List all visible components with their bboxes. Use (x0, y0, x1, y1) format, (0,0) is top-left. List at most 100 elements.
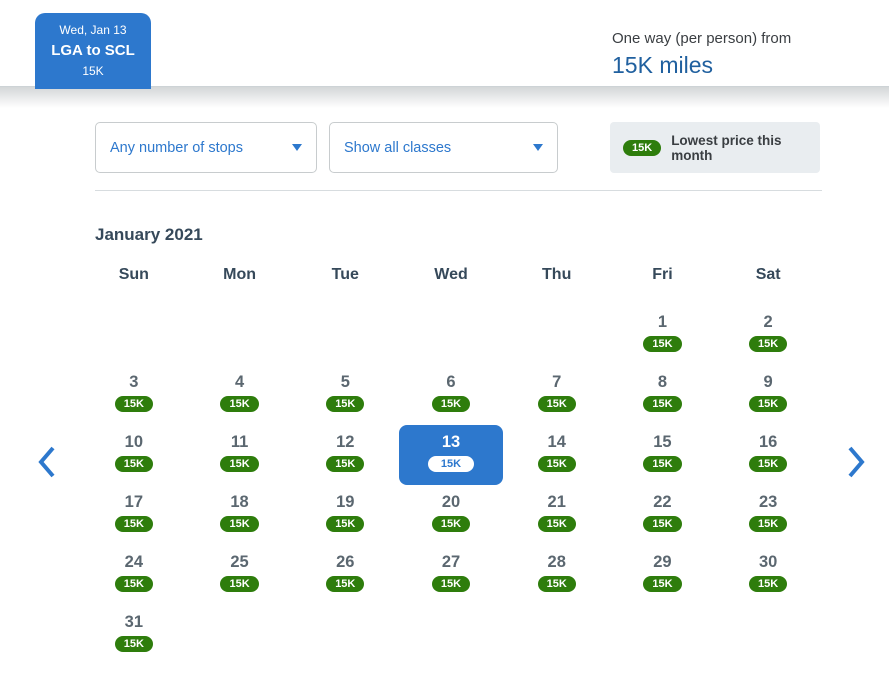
calendar-day-cell[interactable]: 30 15K (715, 544, 821, 604)
calendar-day-cell[interactable]: 17 15K (81, 484, 187, 544)
calendar-day-cell[interactable]: 24 15K (81, 544, 187, 604)
price-badge: 15K (220, 455, 259, 472)
price-badge: 15K (326, 395, 365, 412)
weekday-header: Tue (331, 266, 359, 283)
day-number: 24 (124, 553, 144, 571)
calendar-week-row: 17 15K 18 15K 19 15K 20 15K 21 15K 22 15K 23 15K (81, 484, 821, 544)
stops-dropdown[interactable]: Any number of stops (95, 122, 317, 173)
calendar-day-cell[interactable]: 4 15K (187, 364, 293, 424)
weekday-header: Fri (652, 266, 673, 283)
empty-day-cell (398, 604, 504, 664)
weekday-header: Thu (542, 266, 572, 283)
day-number: 27 (441, 553, 461, 571)
calendar-day-cell[interactable]: 20 15K (398, 484, 504, 544)
stops-dropdown-value: Any number of stops (110, 139, 243, 156)
calendar-day-cell[interactable]: 26 15K (292, 544, 398, 604)
calendar-day-cell[interactable]: 25 15K (187, 544, 293, 604)
price-badge: 15K (643, 515, 682, 532)
day-number: 11 (230, 433, 249, 451)
day-number: 25 (230, 553, 249, 571)
price-badge: 15K (537, 455, 576, 472)
chevron-right-icon (848, 446, 865, 478)
calendar-week-row: 24 15K 25 15K 26 15K 27 15K 28 15K 29 15K 30 15K (81, 544, 821, 604)
trip-card-route: LGA to SCL (51, 42, 135, 59)
next-month-button[interactable] (836, 438, 876, 486)
weekday-header: Sat (755, 266, 781, 283)
calendar-day-cell[interactable]: 15 15K (610, 424, 716, 484)
price-badge: 15K (749, 575, 788, 592)
day-number: 31 (124, 613, 144, 631)
price-badge: 15K (326, 455, 365, 472)
calendar-day-cell[interactable]: 11 15K (187, 424, 293, 484)
price-summary-value: 15K miles (612, 52, 713, 78)
calendar-day-cell[interactable]: 3 15K (81, 364, 187, 424)
calendar-day-cell[interactable]: 6 15K (398, 364, 504, 424)
day-number: 22 (653, 493, 672, 511)
calendar-day-cell[interactable]: 14 15K (504, 424, 610, 484)
weekday-header: Wed (434, 266, 468, 283)
calendar-day-cell[interactable]: 18 15K (187, 484, 293, 544)
price-badge: 15K (326, 515, 365, 532)
price-badge: 15K (326, 575, 365, 592)
price-badge: 15K (431, 575, 471, 592)
calendar-day-cell-selected[interactable]: 13 15K (399, 425, 503, 485)
header-divider-shadow (0, 86, 889, 108)
calendar-day-cell[interactable]: 5 15K (292, 364, 398, 424)
empty-day-cell (187, 304, 293, 364)
price-summary: One way (per person) from 15K miles (612, 30, 791, 79)
empty-day-cell (504, 304, 610, 364)
price-badge: 15K (749, 395, 788, 412)
price-badge: 15K (537, 515, 576, 532)
calendar-day-cell[interactable]: 22 15K (610, 484, 716, 544)
day-number: 13 (441, 433, 461, 451)
price-summary-label: One way (per person) from (612, 30, 792, 47)
price-badge: 15K (114, 455, 153, 472)
calendar-day-cell[interactable]: 9 15K (715, 364, 821, 424)
calendar-day-cell[interactable]: 21 15K (504, 484, 610, 544)
calendar-day-cell[interactable]: 12 15K (292, 424, 398, 484)
price-badge: 15K (220, 515, 259, 532)
section-divider (95, 190, 822, 191)
day-number: 12 (336, 433, 355, 451)
classes-dropdown[interactable]: Show all classes (329, 122, 558, 173)
empty-day-cell (187, 604, 293, 664)
price-badge: 15K (643, 575, 682, 592)
calendar-day-cell[interactable]: 2 15K (715, 304, 821, 364)
day-number: 26 (336, 553, 355, 571)
calendar-day-cell[interactable]: 8 15K (610, 364, 716, 424)
price-badge: 15K (643, 395, 682, 412)
chevron-left-icon (38, 446, 55, 478)
selected-trip-card[interactable]: Wed, Jan 13 LGA to SCL 15K (35, 13, 151, 89)
price-badge: 15K (114, 635, 153, 652)
trip-header: Wed, Jan 13 LGA to SCL 15K One way (per … (0, 0, 889, 89)
price-badge: 15K (537, 395, 576, 412)
calendar-day-cell[interactable]: 19 15K (292, 484, 398, 544)
calendar-day-cell[interactable]: 10 15K (81, 424, 187, 484)
calendar-day-cell[interactable]: 28 15K (504, 544, 610, 604)
day-number: 3 (129, 373, 139, 391)
day-number: 1 (657, 313, 668, 331)
day-number: 21 (547, 493, 566, 511)
price-badge: 15K (537, 575, 576, 592)
calendar-day-cell[interactable]: 23 15K (715, 484, 821, 544)
day-number: 16 (758, 433, 778, 451)
lowest-price-label: Lowest price this month (671, 132, 782, 163)
calendar-day-cell[interactable]: 29 15K (610, 544, 716, 604)
calendar-day-cell[interactable]: 7 15K (504, 364, 610, 424)
previous-month-button[interactable] (27, 438, 67, 486)
classes-dropdown-value: Show all classes (344, 139, 452, 156)
price-badge: 15K (749, 455, 788, 472)
calendar-day-cell[interactable]: 27 15K (398, 544, 504, 604)
day-number: 17 (124, 493, 144, 511)
day-number: 6 (446, 373, 456, 391)
calendar-day-cell[interactable]: 31 15K (81, 604, 187, 664)
calendar-day-cell[interactable]: 16 15K (715, 424, 821, 484)
day-number: 10 (124, 433, 144, 451)
calendar-grid: 1 15K 2 15K 3 15K 4 15K 5 15K 6 15K 7 15K 8 15K 9 15K 10 15… (81, 304, 821, 664)
empty-day-cell (292, 304, 398, 364)
empty-day-cell (398, 304, 504, 364)
trip-card-date: Wed, Jan 13 (59, 23, 127, 37)
calendar-day-cell[interactable]: 1 15K (610, 304, 716, 364)
price-badge: 15K (749, 335, 788, 352)
day-number: 9 (763, 373, 773, 391)
